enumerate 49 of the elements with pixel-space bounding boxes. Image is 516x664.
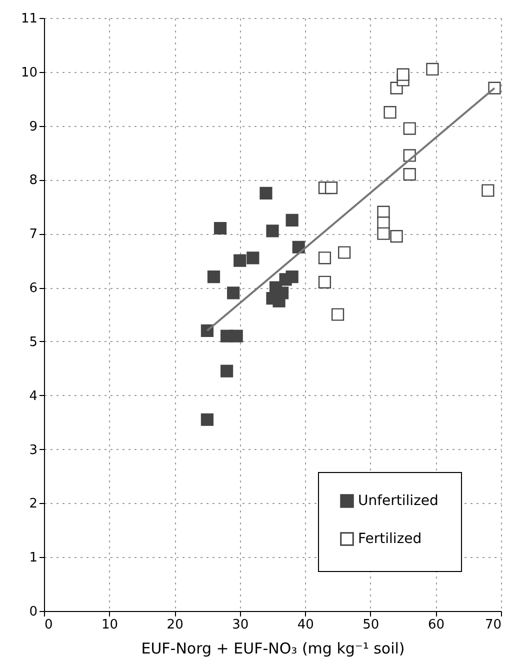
- x-tick-label: 60: [428, 618, 444, 632]
- x-tick-label: 30: [232, 618, 249, 632]
- y-tick-label: 9: [29, 119, 38, 134]
- y-tick-label: 6: [29, 281, 38, 296]
- point: [426, 62, 439, 76]
- point: [331, 308, 344, 321]
- y-tick-label: 10: [20, 65, 38, 80]
- x-tick-label: 10: [102, 618, 118, 632]
- y-tick-label: 7: [29, 227, 38, 242]
- x-tick-label: 40: [297, 618, 314, 632]
- x-tick-label: 70: [484, 618, 502, 632]
- point: [230, 330, 243, 342]
- y-tick-label: 2: [29, 496, 38, 512]
- point: [260, 186, 272, 200]
- point: [200, 413, 214, 426]
- x-axis-title: EUF-Norg + EUF-NO₃ (mg kg⁻¹ soil): [141, 640, 405, 658]
- y-tick-label: 8: [29, 173, 38, 188]
- point: [403, 122, 416, 135]
- y-tick-label: 0: [29, 604, 38, 620]
- point: [207, 270, 220, 284]
- x-tick-label: 20: [166, 618, 184, 632]
- point: [214, 222, 227, 235]
- y-tick-label: 5: [29, 334, 38, 350]
- legend-label: Unfertilized: [358, 493, 438, 509]
- point: [227, 286, 240, 300]
- point: [318, 252, 332, 264]
- point: [234, 254, 246, 267]
- point: [286, 270, 298, 284]
- point: [384, 106, 396, 119]
- point: [390, 230, 403, 243]
- x-tick-label: 50: [362, 618, 380, 632]
- point: [324, 182, 338, 194]
- point: [266, 224, 279, 238]
- point: [377, 227, 390, 240]
- point: [396, 68, 410, 81]
- point: [403, 168, 416, 181]
- y-tick-label: 11: [20, 12, 38, 26]
- point: [482, 184, 494, 197]
- y-tick-label: 1: [29, 550, 38, 566]
- y-tick-label: 4: [29, 388, 38, 404]
- legend-label: Fertilized: [358, 531, 422, 547]
- point: [377, 216, 390, 230]
- point: [338, 246, 351, 259]
- point: [220, 364, 234, 378]
- y-tick-label: 3: [29, 442, 38, 458]
- point: [286, 214, 298, 226]
- point: [246, 252, 260, 264]
- point: [318, 276, 332, 288]
- x-tick-label: 0: [44, 618, 53, 632]
